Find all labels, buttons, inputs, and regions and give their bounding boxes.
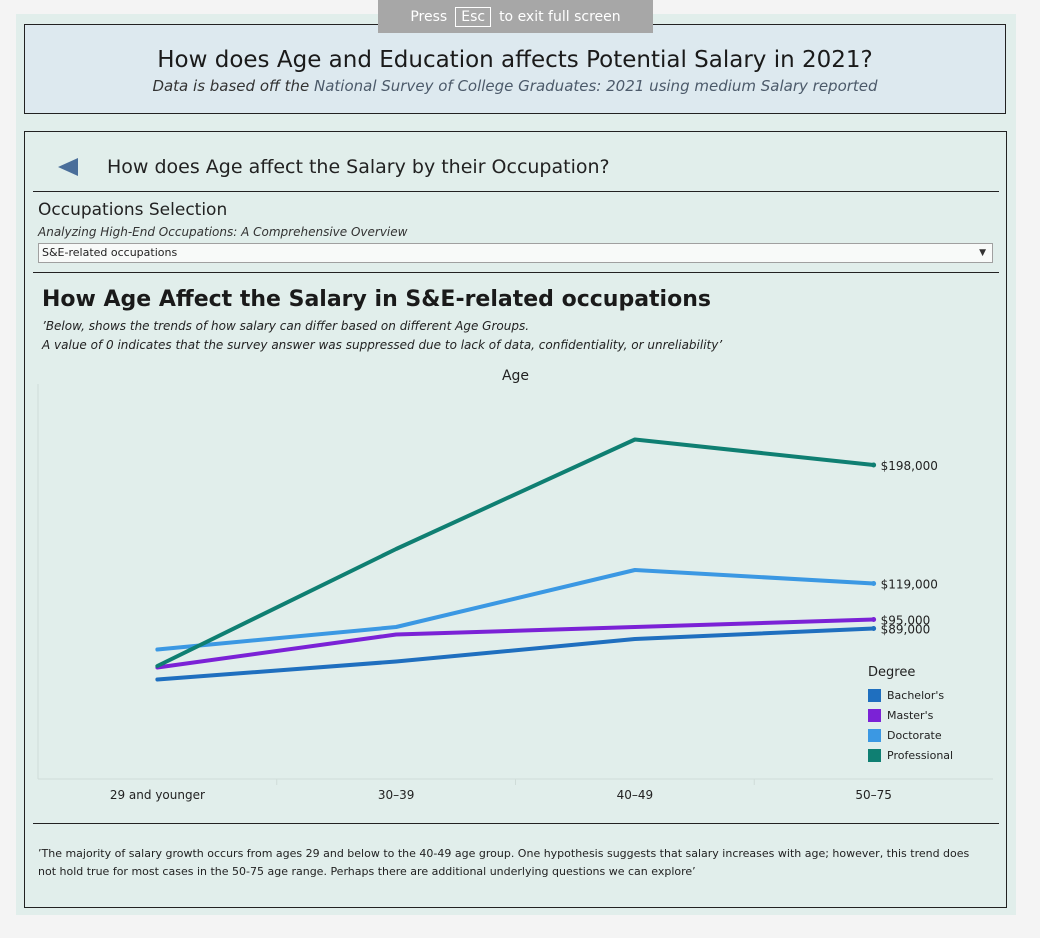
- esc-key-badge: Esc: [455, 6, 492, 27]
- main-panel: How does Age affect the Salary by their …: [24, 131, 1007, 908]
- data-label: $95,000: [881, 614, 931, 628]
- occupation-dropdown[interactable]: S&E-related occupations ▼: [38, 243, 993, 263]
- data-label: $89,000: [881, 623, 931, 637]
- subtitle-source: National Survey of College Graduates: 20…: [314, 77, 878, 95]
- divider: [33, 272, 999, 273]
- occupation-selection-sub: Analyzing High-End Occupations: A Compre…: [38, 225, 408, 239]
- dashboard-background: [16, 14, 1016, 915]
- banner-press-text: Press: [410, 8, 448, 25]
- legend-title: Degree: [868, 665, 916, 680]
- banner-rest-text: to exit full screen: [499, 8, 621, 25]
- chart-footnote: ’The majority of salary growth occurs fr…: [38, 847, 970, 878]
- data-label: $119,000: [881, 578, 938, 592]
- chart-title: How Age Affect the Salary in S&E-related…: [42, 287, 711, 312]
- series-end-point: [871, 617, 877, 622]
- occupation-dropdown-value: S&E-related occupations: [42, 246, 178, 259]
- chart-note-1: ’Below, shows the trends of how salary c…: [42, 319, 530, 333]
- dashboard-subtitle: Data is based off the National Survey of…: [25, 77, 1005, 95]
- dashboard-title: How does Age and Education affects Poten…: [157, 47, 873, 73]
- x-tick-label: 30–39: [378, 788, 415, 802]
- legend-label: Bachelor's: [887, 688, 945, 702]
- legend-item[interactable]: Professional: [868, 745, 953, 765]
- legend-swatch: [868, 708, 881, 722]
- legend-item[interactable]: Doctorate: [868, 725, 953, 745]
- legend-label: Doctorate: [887, 728, 942, 742]
- occupation-selection-label: Occupations Selection: [38, 200, 228, 220]
- series-end-point: [871, 462, 877, 468]
- series-line: [155, 626, 876, 682]
- section-question: How does Age affect the Salary by their …: [107, 156, 610, 178]
- dashboard-header: How does Age and Education affects Poten…: [24, 24, 1006, 114]
- series-line: [155, 568, 876, 652]
- data-label: $198,000: [881, 459, 938, 473]
- series-line: [155, 437, 876, 668]
- x-tick-label: 29 and younger: [110, 788, 205, 802]
- chart-legend: Degree Bachelor's Master's Doctorate Pro…: [868, 665, 953, 765]
- back-arrow-icon[interactable]: [58, 158, 78, 176]
- divider: [33, 823, 999, 824]
- x-tick-label: 50–75: [855, 788, 892, 802]
- x-axis-title: Age: [502, 368, 529, 384]
- series-end-point: [871, 581, 877, 586]
- legend-label: Master's: [887, 708, 934, 722]
- series-end-point: [871, 626, 877, 631]
- subtitle-prefix: Data is based off the: [152, 77, 310, 95]
- chart-note-2: A value of 0 indicates that the survey a…: [42, 338, 723, 352]
- divider: [33, 191, 999, 192]
- legend-swatch: [868, 728, 881, 742]
- series-line: [155, 617, 876, 670]
- legend-swatch: [868, 748, 881, 762]
- legend-item[interactable]: Bachelor's: [868, 685, 953, 705]
- legend-swatch: [868, 688, 881, 702]
- legend-label: Professional: [887, 748, 954, 762]
- fullscreen-exit-banner: Press Esc to exit full screen: [378, 0, 653, 33]
- x-tick-label: 40–49: [617, 788, 654, 802]
- dropdown-caret-icon: ▼: [979, 248, 986, 258]
- legend-item[interactable]: Master's: [868, 705, 953, 725]
